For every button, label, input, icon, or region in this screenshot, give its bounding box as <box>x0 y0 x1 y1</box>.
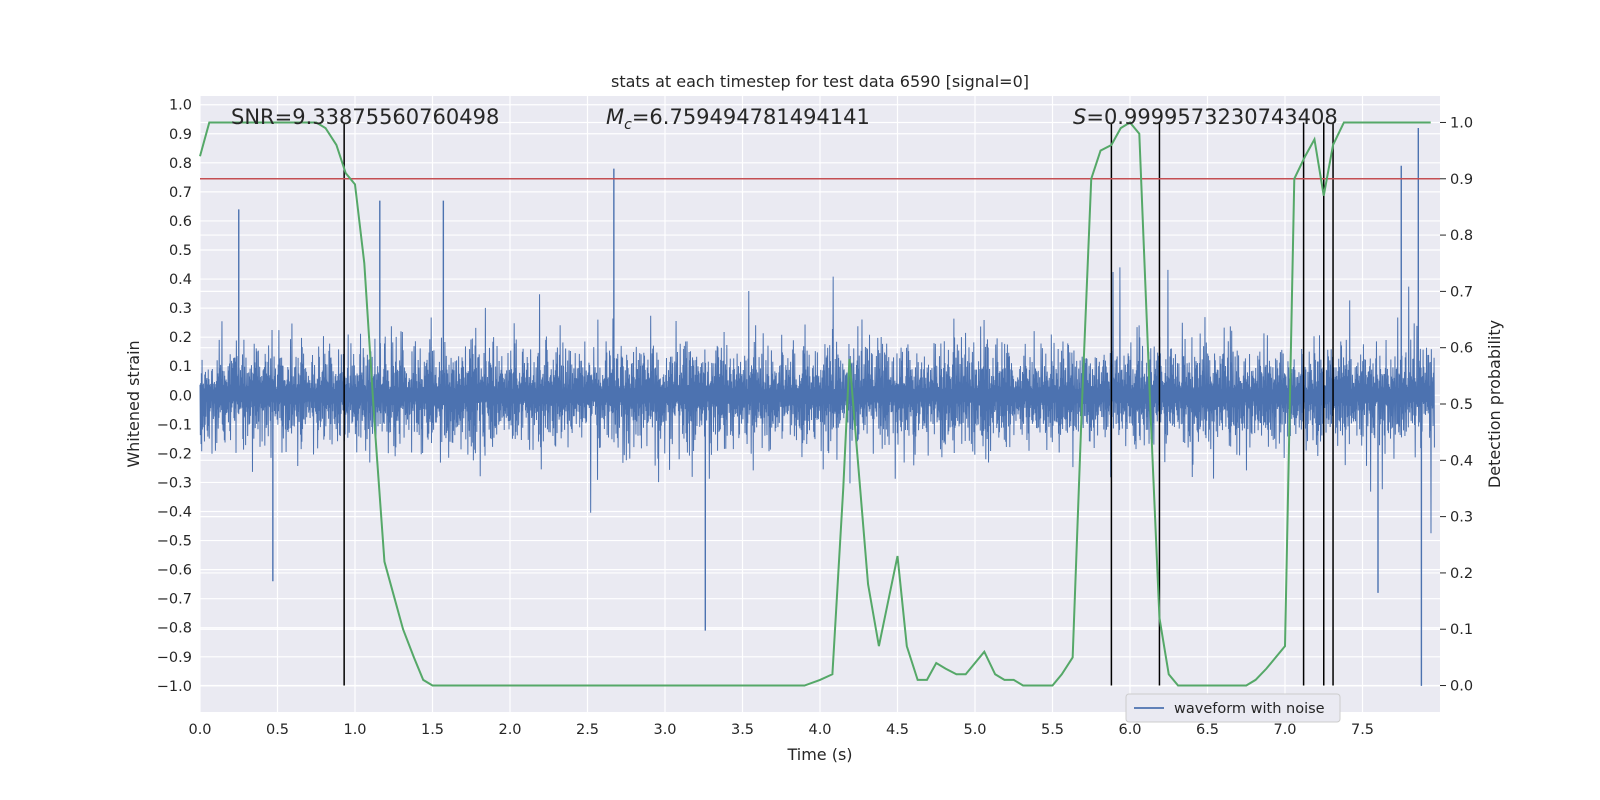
y2-tick-label: 0.6 <box>1450 341 1473 357</box>
detection-lines <box>343 122 1334 686</box>
legend-box <box>1125 693 1341 723</box>
x-tick-label: 2.0 <box>498 722 521 738</box>
y-tick-label: 0.6 <box>169 214 192 230</box>
x-tick-label: 0.0 <box>188 722 211 738</box>
plot-area <box>199 121 1440 687</box>
y-tick-label: −0.7 <box>157 592 192 608</box>
score-annotation: S=0.9999573230743408 <box>1073 105 1338 129</box>
y-tick-label: 0.2 <box>169 330 192 346</box>
x-tick-label: 2.5 <box>576 722 599 738</box>
x-tick-label: 6.5 <box>1196 722 1219 738</box>
y-tick-label: −0.3 <box>157 475 192 491</box>
y-tick-label: −0.9 <box>157 650 192 666</box>
x-axis-ticks: 0.0 0.5 1.0 1.5 2.0 2.5 3.0 3.5 4.0 4.5 5.0 5.5 6.0 6… <box>188 722 1374 738</box>
y2-axis-label: Detection probability <box>1485 320 1504 488</box>
y-tick-label: 1.0 <box>169 98 192 114</box>
y2-tick-label: 0.2 <box>1450 566 1473 582</box>
y-axis-label: Whitened strain <box>124 340 143 467</box>
y2-tick-label: 0.0 <box>1450 679 1473 695</box>
y-tick-label: −0.1 <box>157 417 192 433</box>
y-tick-label: −0.6 <box>157 563 192 579</box>
y-tick-label: 0.5 <box>169 243 192 259</box>
y2-tick-label: 0.3 <box>1450 510 1473 526</box>
legend: waveform with noise <box>1125 693 1341 723</box>
detection-probability-series <box>199 121 1431 687</box>
x-tick-label: 5.0 <box>963 722 986 738</box>
y2-tick-label: 0.8 <box>1450 228 1473 244</box>
x-tick-label: 3.5 <box>731 722 754 738</box>
y-tick-label: −0.2 <box>157 446 192 462</box>
x-tick-label: 6.0 <box>1118 722 1141 738</box>
waveform-spikes <box>238 127 1423 686</box>
x-tick-label: 4.5 <box>886 722 909 738</box>
snr-annotation: SNR=9.33875560760498 <box>231 105 499 129</box>
y-tick-label: 0.0 <box>169 388 192 404</box>
x-tick-label: 1.5 <box>421 722 444 738</box>
chart-title: stats at each timestep for test data 659… <box>611 72 1029 91</box>
y-tick-label: 0.8 <box>169 156 192 172</box>
x-tick-label: 5.5 <box>1041 722 1064 738</box>
x-tick-label: 3.0 <box>653 722 676 738</box>
x-tick-label: 1.0 <box>343 722 366 738</box>
y2-tick-label: 0.4 <box>1450 453 1473 469</box>
y-tick-label: 0.3 <box>169 301 192 317</box>
y-tick-label: 0.7 <box>169 185 192 201</box>
y-tick-label: 0.1 <box>169 359 192 375</box>
y2-tick-label: 0.7 <box>1450 284 1473 300</box>
y2-tick-label: 1.0 <box>1450 115 1473 131</box>
x-tick-label: 7.0 <box>1273 722 1296 738</box>
y2-tick-label: 0.1 <box>1450 622 1473 638</box>
y2-tick-label: 0.9 <box>1450 172 1473 188</box>
y-axis-ticks: 1.0 0.9 0.8 0.7 0.6 0.5 0.4 0.3 0.2 0.1 0.0 −0.1 −0.… <box>157 98 192 695</box>
legend-label: waveform with noise <box>1174 701 1325 717</box>
x-axis-label: Time (s) <box>786 745 852 764</box>
y-tick-label: −0.4 <box>157 505 192 521</box>
y2-axis-ticks: 1.0 0.9 0.8 0.7 0.6 0.5 0.4 0.3 0.2 0.1 0.0 <box>1440 115 1473 695</box>
waveform-series <box>199 267 1435 534</box>
y2-tick-label: 0.5 <box>1450 397 1473 413</box>
y-tick-label: 0.9 <box>169 127 192 143</box>
chirp-mass-annotation: Mc=6.759494781494141 <box>606 105 870 133</box>
y-tick-label: −1.0 <box>157 679 192 695</box>
x-tick-label: 7.5 <box>1351 722 1374 738</box>
y-tick-label: 0.4 <box>169 272 192 288</box>
y-tick-label: −0.5 <box>157 534 192 550</box>
x-tick-label: 0.5 <box>266 722 289 738</box>
y-tick-label: −0.8 <box>157 621 192 637</box>
x-tick-label: 4.0 <box>808 722 831 738</box>
